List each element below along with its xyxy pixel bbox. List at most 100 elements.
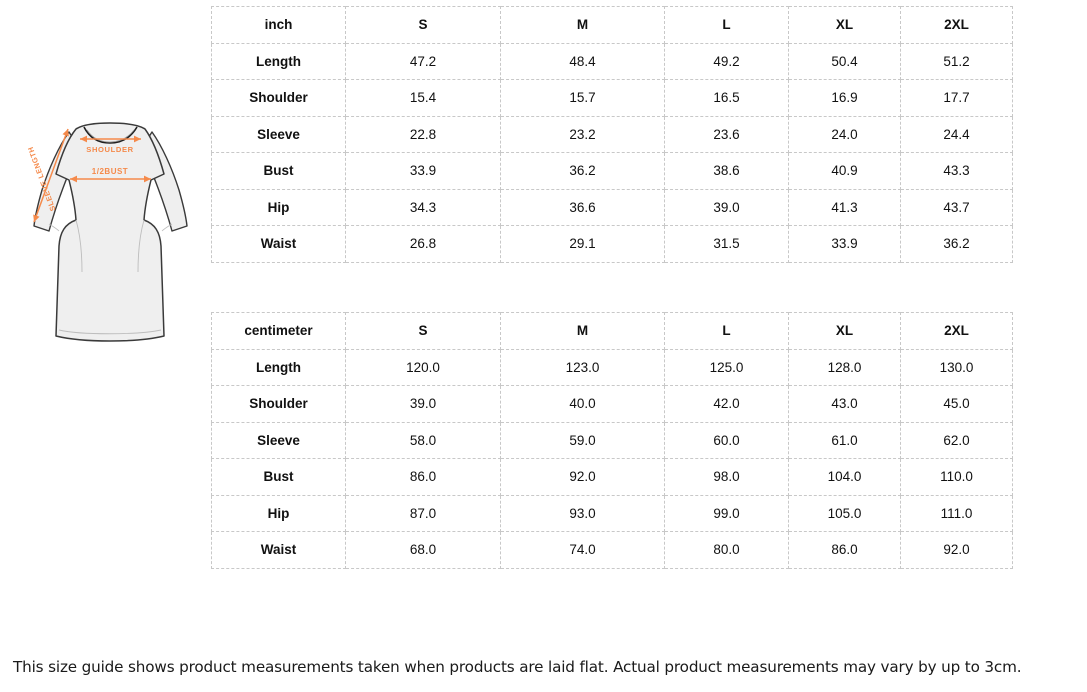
cell-s: 15.4 xyxy=(345,79,501,117)
right-seam xyxy=(137,219,145,273)
cell-m: 36.2 xyxy=(500,152,665,190)
column-header-xl: XL xyxy=(788,6,901,44)
right-cuff xyxy=(161,223,173,232)
left-cuff xyxy=(48,223,60,232)
neckline xyxy=(83,126,138,144)
table-row: Sleeve 58.0 59.0 60.0 61.0 62.0 xyxy=(211,421,1013,459)
cell-m: 93.0 xyxy=(500,494,665,532)
row-label: Bust xyxy=(211,458,346,496)
cell-l: 49.2 xyxy=(664,42,789,80)
cell-2xl: 45.0 xyxy=(900,385,1013,423)
cell-2xl: 92.0 xyxy=(900,531,1013,569)
cell-l: 23.6 xyxy=(664,115,789,153)
column-header-s: S xyxy=(345,312,501,350)
cell-s: 33.9 xyxy=(345,152,501,190)
cell-xl: 33.9 xyxy=(788,225,901,263)
cell-m: 29.1 xyxy=(500,225,665,263)
row-label: Shoulder xyxy=(211,385,346,423)
shoulder-measure-arrow xyxy=(80,135,141,143)
column-header-l: L xyxy=(664,6,789,44)
size-table-centimeter: centimeter S M L XL 2XL Length 120.0 123… xyxy=(211,312,1013,569)
cell-m: 74.0 xyxy=(500,531,665,569)
cell-l: 80.0 xyxy=(664,531,789,569)
sleeve-length-measure-arrow xyxy=(33,128,69,223)
cell-s: 39.0 xyxy=(345,385,501,423)
cell-2xl: 111.0 xyxy=(900,494,1013,532)
row-label: Waist xyxy=(211,225,346,263)
row-label: Sleeve xyxy=(211,421,346,459)
half-bust-label: 1/2BUST xyxy=(92,167,128,176)
cell-xl: 104.0 xyxy=(788,458,901,496)
size-guide-disclaimer: This size guide shows product measuremen… xyxy=(13,658,1022,676)
cell-s: 58.0 xyxy=(345,421,501,459)
table-row: Waist 68.0 74.0 80.0 86.0 92.0 xyxy=(211,531,1013,569)
table-row: Waist 26.8 29.1 31.5 33.9 36.2 xyxy=(211,225,1013,263)
cell-2xl: 110.0 xyxy=(900,458,1013,496)
cell-l: 38.6 xyxy=(664,152,789,190)
cell-m: 40.0 xyxy=(500,385,665,423)
cell-2xl: 36.2 xyxy=(900,225,1013,263)
table-row: Bust 86.0 92.0 98.0 104.0 110.0 xyxy=(211,458,1013,496)
cell-xl: 16.9 xyxy=(788,79,901,117)
row-label: Length xyxy=(211,42,346,80)
cell-xl: 61.0 xyxy=(788,421,901,459)
column-header-2xl: 2XL xyxy=(900,312,1013,350)
cell-2xl: 24.4 xyxy=(900,115,1013,153)
cell-xl: 105.0 xyxy=(788,494,901,532)
column-header-xl: XL xyxy=(788,312,901,350)
cell-xl: 24.0 xyxy=(788,115,901,153)
row-label: Hip xyxy=(211,188,346,226)
cell-l: 42.0 xyxy=(664,385,789,423)
dress-measurement-diagram: SHOULDER 1/2BUST SLEEVE LENGTH xyxy=(18,112,203,342)
cell-xl: 86.0 xyxy=(788,531,901,569)
column-header-m: M xyxy=(500,312,665,350)
cell-xl: 43.0 xyxy=(788,385,901,423)
cell-s: 86.0 xyxy=(345,458,501,496)
cell-m: 92.0 xyxy=(500,458,665,496)
cell-m: 48.4 xyxy=(500,42,665,80)
cell-s: 120.0 xyxy=(345,348,501,386)
table-row: Sleeve 22.8 23.2 23.6 24.0 24.4 xyxy=(211,115,1013,153)
cell-2xl: 130.0 xyxy=(900,348,1013,386)
cell-l: 99.0 xyxy=(664,494,789,532)
size-table-inch: inch S M L XL 2XL Length 47.2 48.4 49.2 … xyxy=(211,6,1013,263)
cell-2xl: 43.3 xyxy=(900,152,1013,190)
row-label: Hip xyxy=(211,494,346,532)
left-seam xyxy=(75,219,83,273)
column-header-unit: inch xyxy=(211,6,346,44)
column-header-2xl: 2XL xyxy=(900,6,1013,44)
table-row: Length 47.2 48.4 49.2 50.4 51.2 xyxy=(211,42,1013,80)
cell-m: 59.0 xyxy=(500,421,665,459)
cell-l: 125.0 xyxy=(664,348,789,386)
cell-s: 47.2 xyxy=(345,42,501,80)
cell-l: 31.5 xyxy=(664,225,789,263)
cell-xl: 50.4 xyxy=(788,42,901,80)
cell-xl: 40.9 xyxy=(788,152,901,190)
table-header-row: centimeter S M L XL 2XL xyxy=(211,312,1013,350)
shoulder-label: SHOULDER xyxy=(86,145,133,154)
table-row: Hip 87.0 93.0 99.0 105.0 111.0 xyxy=(211,494,1013,532)
cell-2xl: 51.2 xyxy=(900,42,1013,80)
cell-2xl: 62.0 xyxy=(900,421,1013,459)
dress-body xyxy=(55,122,165,342)
column-header-m: M xyxy=(500,6,665,44)
cell-xl: 128.0 xyxy=(788,348,901,386)
row-label: Bust xyxy=(211,152,346,190)
cell-l: 60.0 xyxy=(664,421,789,459)
cell-l: 98.0 xyxy=(664,458,789,496)
cell-2xl: 43.7 xyxy=(900,188,1013,226)
cell-m: 23.2 xyxy=(500,115,665,153)
row-label: Waist xyxy=(211,531,346,569)
cell-m: 15.7 xyxy=(500,79,665,117)
cell-s: 87.0 xyxy=(345,494,501,532)
table-row: Bust 33.9 36.2 38.6 40.9 43.3 xyxy=(211,152,1013,190)
cell-l: 16.5 xyxy=(664,79,789,117)
row-label: Sleeve xyxy=(211,115,346,153)
column-header-l: L xyxy=(664,312,789,350)
cell-s: 22.8 xyxy=(345,115,501,153)
column-header-unit: centimeter xyxy=(211,312,346,350)
hem-line xyxy=(58,329,162,335)
cell-m: 36.6 xyxy=(500,188,665,226)
cell-xl: 41.3 xyxy=(788,188,901,226)
cell-l: 39.0 xyxy=(664,188,789,226)
